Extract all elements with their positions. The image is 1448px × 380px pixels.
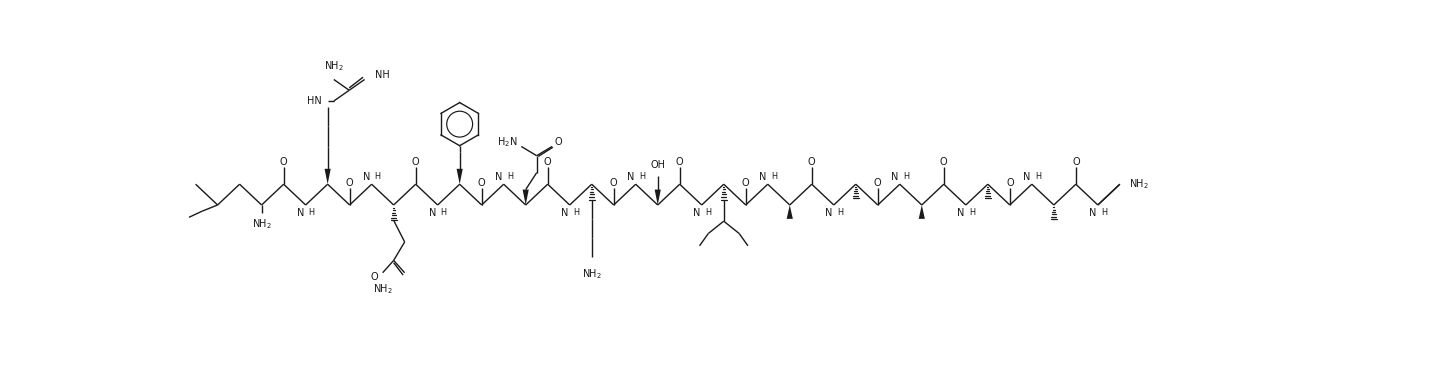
Text: H: H	[837, 208, 843, 217]
Text: H$_2$N: H$_2$N	[497, 135, 517, 149]
Text: N: N	[825, 208, 833, 218]
Polygon shape	[786, 205, 794, 219]
Text: N: N	[957, 208, 964, 218]
Polygon shape	[654, 190, 660, 205]
Text: H: H	[904, 172, 909, 181]
Text: H: H	[1035, 172, 1041, 181]
Text: NH$_2$: NH$_2$	[582, 268, 602, 281]
Text: OH: OH	[650, 160, 665, 169]
Text: O: O	[1072, 157, 1080, 167]
Text: N: N	[1089, 208, 1096, 218]
Text: NH$_2$: NH$_2$	[252, 217, 272, 231]
Text: O: O	[676, 157, 683, 167]
Text: H: H	[375, 172, 381, 181]
Text: N: N	[363, 171, 371, 182]
Text: H: H	[639, 172, 644, 181]
Text: N: N	[759, 171, 766, 182]
Text: NH$_2$: NH$_2$	[324, 60, 343, 73]
Text: O: O	[610, 178, 617, 188]
Text: N: N	[891, 171, 898, 182]
Text: O: O	[875, 178, 882, 188]
Text: N: N	[692, 208, 701, 218]
Text: NH$_2$: NH$_2$	[374, 282, 392, 296]
Text: O: O	[411, 157, 420, 167]
Text: H: H	[440, 208, 447, 217]
Text: H: H	[308, 208, 314, 217]
Text: H: H	[1100, 208, 1108, 217]
Text: N: N	[495, 171, 502, 182]
Polygon shape	[456, 169, 463, 184]
Text: N: N	[429, 208, 436, 218]
Text: HN: HN	[307, 96, 321, 106]
Polygon shape	[523, 190, 529, 205]
Text: N: N	[1022, 171, 1031, 182]
Text: H: H	[507, 172, 513, 181]
Text: H: H	[969, 208, 975, 217]
Text: O: O	[555, 137, 562, 147]
Text: O: O	[478, 178, 485, 188]
Text: H: H	[705, 208, 711, 217]
Text: O: O	[940, 157, 947, 167]
Text: O: O	[371, 272, 378, 282]
Text: O: O	[544, 157, 552, 167]
Text: NH$_2$: NH$_2$	[1129, 177, 1148, 191]
Text: N: N	[627, 171, 634, 182]
Text: O: O	[346, 178, 353, 188]
Text: O: O	[1006, 178, 1014, 188]
Polygon shape	[324, 169, 330, 184]
Text: N: N	[560, 208, 568, 218]
Text: O: O	[808, 157, 815, 167]
Text: O: O	[741, 178, 750, 188]
Text: N: N	[297, 208, 304, 218]
Text: O: O	[279, 157, 288, 167]
Text: H: H	[573, 208, 579, 217]
Text: NH: NH	[375, 70, 390, 80]
Text: H: H	[770, 172, 778, 181]
Polygon shape	[918, 205, 925, 219]
